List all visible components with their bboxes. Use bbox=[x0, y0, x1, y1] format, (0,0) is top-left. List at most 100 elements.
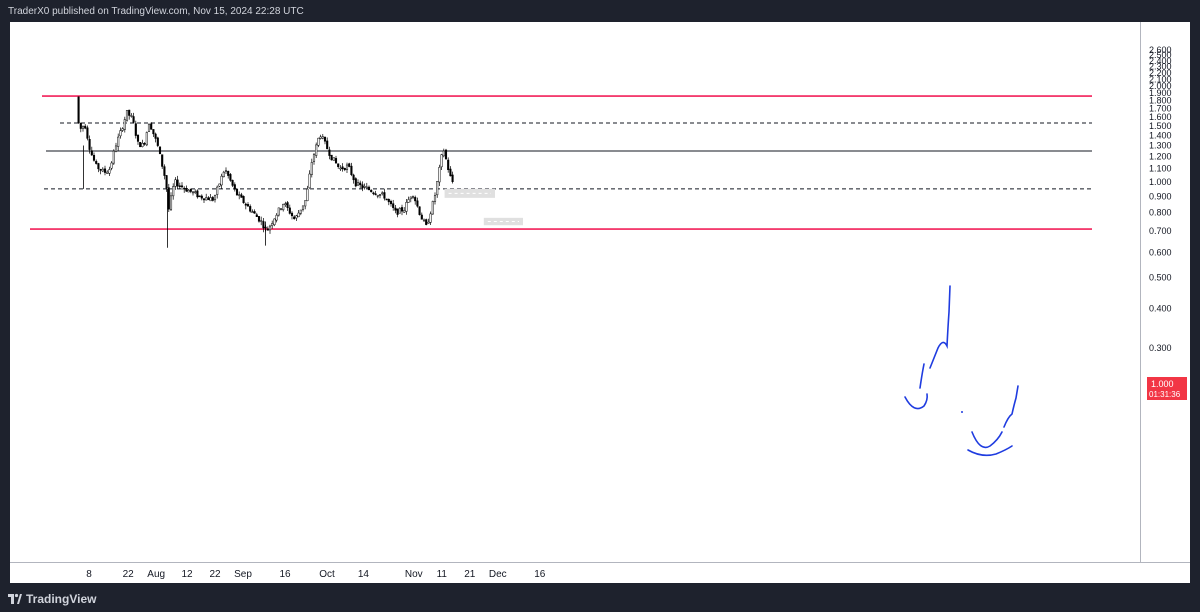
candle-body bbox=[117, 136, 120, 147]
candle bbox=[161, 154, 164, 169]
candle-body bbox=[315, 144, 318, 156]
candle-body bbox=[205, 197, 208, 201]
candle bbox=[145, 131, 148, 147]
candle-body bbox=[304, 200, 307, 207]
candle bbox=[238, 191, 241, 200]
candle bbox=[216, 185, 219, 199]
candle bbox=[172, 183, 175, 200]
candle-body bbox=[119, 130, 122, 137]
tradingview-brand: TradingView bbox=[26, 592, 97, 606]
candle bbox=[451, 171, 454, 184]
candle bbox=[286, 201, 289, 211]
candle bbox=[447, 157, 450, 173]
candle bbox=[376, 194, 379, 199]
candle bbox=[341, 163, 344, 172]
candle bbox=[108, 166, 111, 177]
candle bbox=[185, 185, 188, 192]
candle bbox=[229, 172, 232, 182]
x-tick-label: 21 bbox=[464, 569, 476, 580]
candle-body bbox=[123, 119, 126, 130]
candle bbox=[359, 180, 362, 189]
candle-body bbox=[389, 201, 393, 205]
candle-body bbox=[420, 214, 423, 220]
chart-area[interactable]: 2.600 2.500 2.400 2.300 2.200 2.100 2.000 1.900… bbox=[10, 22, 1190, 583]
candle bbox=[183, 186, 186, 193]
candle bbox=[418, 206, 421, 216]
candle-body bbox=[143, 143, 146, 145]
candle bbox=[174, 177, 177, 190]
candle-body bbox=[167, 187, 170, 210]
candle-body bbox=[110, 162, 113, 169]
candle bbox=[143, 142, 146, 146]
y-tick-label: 1.600 bbox=[1149, 112, 1172, 122]
candle-body bbox=[216, 186, 219, 195]
candle-body bbox=[229, 174, 232, 181]
y-tick-label: 0.600 bbox=[1149, 247, 1172, 257]
candle bbox=[356, 179, 360, 186]
candle bbox=[191, 190, 195, 196]
candle-body bbox=[220, 175, 223, 186]
candle bbox=[425, 218, 428, 226]
candle bbox=[90, 146, 93, 156]
candle-body bbox=[306, 188, 309, 202]
candle-body bbox=[240, 194, 243, 198]
candle-body bbox=[356, 182, 360, 186]
candle-body bbox=[321, 136, 324, 139]
x-tick-label: 14 bbox=[358, 569, 370, 580]
candle-body bbox=[169, 195, 173, 210]
candle bbox=[271, 220, 274, 229]
candle-body bbox=[196, 190, 199, 198]
candle bbox=[235, 188, 239, 196]
candle-body bbox=[145, 132, 148, 146]
candle bbox=[125, 110, 129, 122]
candle bbox=[152, 129, 155, 138]
x-tick-label: 22 bbox=[209, 569, 221, 580]
candle bbox=[178, 182, 181, 190]
candle bbox=[187, 188, 190, 193]
candle-body bbox=[378, 194, 382, 196]
candle bbox=[141, 139, 144, 148]
candle bbox=[165, 174, 168, 192]
candle bbox=[84, 124, 87, 130]
candle bbox=[293, 215, 296, 220]
candle-body bbox=[438, 167, 441, 183]
candle-body bbox=[411, 196, 415, 198]
candle-body bbox=[165, 175, 168, 189]
candle-body bbox=[444, 149, 448, 160]
candle bbox=[427, 218, 430, 224]
y-tick-label: 1.800 bbox=[1149, 96, 1172, 106]
candle-body bbox=[312, 154, 316, 162]
candles-layer bbox=[77, 96, 454, 248]
candle-body bbox=[284, 203, 287, 205]
candle bbox=[260, 216, 263, 226]
hand-drawn-stroke bbox=[967, 445, 1013, 457]
candle-body bbox=[88, 139, 91, 150]
candle bbox=[224, 167, 228, 174]
candle bbox=[194, 189, 197, 195]
candle bbox=[150, 122, 153, 130]
candle-body bbox=[301, 205, 305, 210]
candle-body bbox=[425, 219, 428, 225]
y-tick-label: 1.400 bbox=[1149, 130, 1172, 140]
candle-body bbox=[81, 126, 85, 129]
y-tick-label: 2.500 bbox=[1149, 50, 1172, 60]
candle-body bbox=[277, 207, 280, 216]
candle bbox=[106, 170, 109, 174]
levels-layer bbox=[30, 95, 1092, 230]
candle bbox=[134, 120, 137, 139]
y-tick-label: 1.500 bbox=[1149, 121, 1172, 131]
candle-body bbox=[183, 187, 186, 190]
candle-body bbox=[440, 154, 443, 168]
candle bbox=[334, 155, 338, 164]
candle-body bbox=[376, 195, 379, 197]
candle-body bbox=[198, 195, 201, 198]
candle-body bbox=[209, 197, 212, 202]
chart-svg[interactable]: 2.6002.5002.4002.3002.2002.1002.0001.900… bbox=[10, 22, 1190, 583]
candle-body bbox=[176, 179, 179, 187]
candle bbox=[398, 207, 401, 214]
candle-body bbox=[224, 170, 228, 172]
candle-body bbox=[381, 192, 384, 195]
candle bbox=[86, 125, 89, 141]
candle-body bbox=[422, 219, 426, 222]
candle-body bbox=[290, 212, 294, 217]
